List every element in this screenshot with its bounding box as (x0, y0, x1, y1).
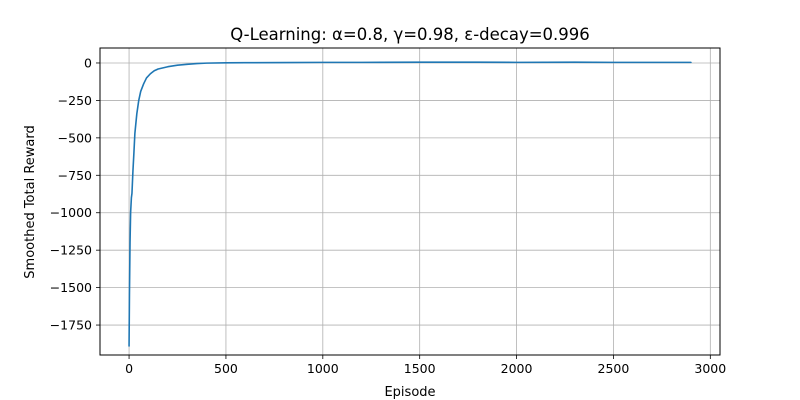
y-axis-label: Smoothed Total Reward (23, 125, 38, 278)
x-tick-label: 2000 (501, 361, 533, 376)
y-tick-label: −1000 (50, 205, 92, 220)
y-tick-label: −1750 (50, 318, 92, 333)
plot-frame (99, 47, 721, 356)
x-tick-label: 1500 (404, 361, 436, 376)
y-tick-label: 0 (84, 55, 92, 70)
x-tick-label: 2500 (598, 361, 630, 376)
x-tick-label: 500 (214, 361, 238, 376)
y-tick-label: −750 (58, 168, 92, 183)
x-axis-label: Episode (384, 385, 435, 400)
series-layer (128, 61, 692, 347)
y-tick-label: −1250 (50, 243, 92, 258)
ticks-layer: 0 500 1000 1500 2000 2500 3000 0 −250 −500 −750 −10… (50, 55, 727, 376)
y-tick-label: −250 (58, 93, 92, 108)
grid-lines (100, 48, 720, 355)
series-line (128, 61, 692, 347)
y-tick-label: −500 (58, 130, 92, 145)
x-tick-label: 0 (125, 361, 133, 376)
chart-title: Q-Learning: α=0.8, γ=0.98, ε-decay=0.996 (230, 25, 590, 44)
x-tick-label: 1000 (307, 361, 339, 376)
y-tick-label: −1500 (50, 280, 92, 295)
x-tick-label: 3000 (694, 361, 726, 376)
